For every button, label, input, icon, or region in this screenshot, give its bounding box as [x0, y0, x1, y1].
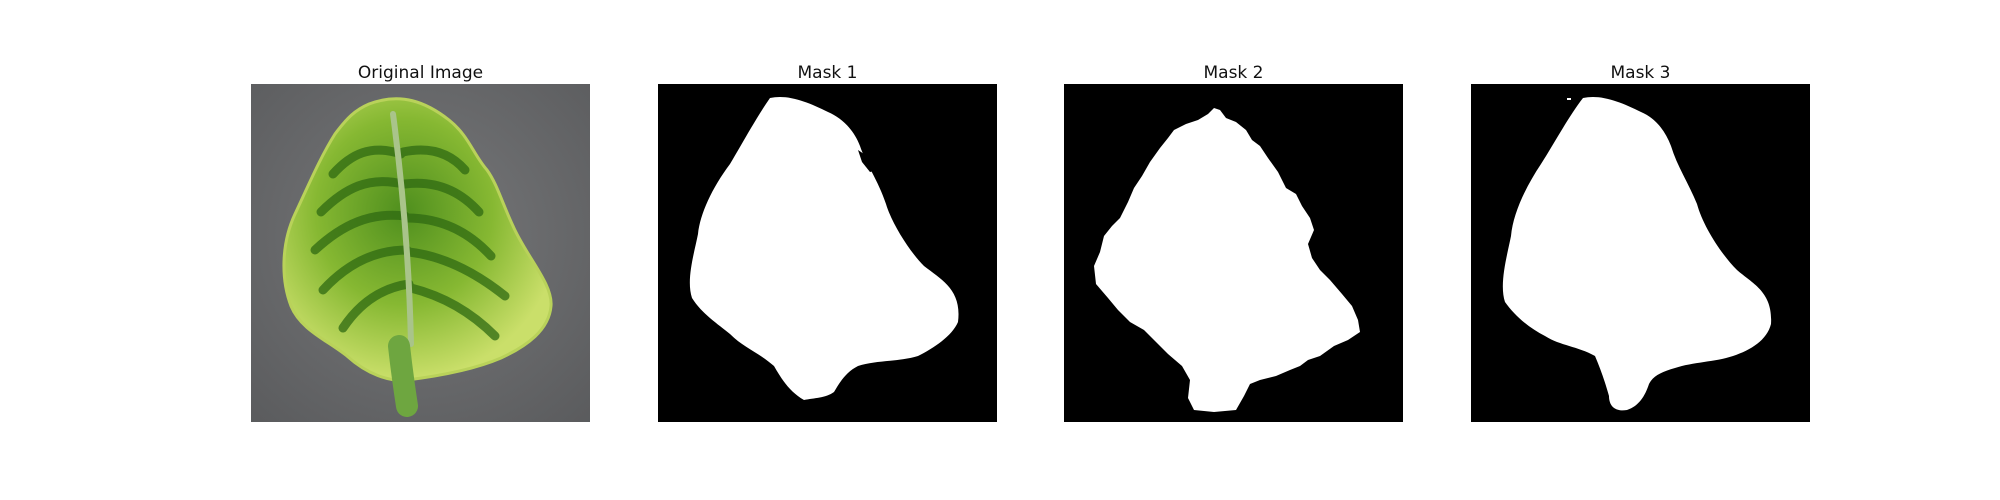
- panel-title-mask-2: Mask 2: [1203, 63, 1264, 83]
- mask-1-shape: [689, 96, 959, 400]
- leaf-veins: [310, 145, 510, 341]
- leaf-stem: [388, 335, 418, 417]
- mask-1-image: [658, 84, 997, 422]
- leaf-midrib: [390, 111, 414, 347]
- panel-title-mask-1: Mask 1: [797, 63, 858, 83]
- mask-1-hole: [858, 150, 878, 172]
- leaf-photo: [251, 84, 590, 422]
- mask-2-image: [1064, 84, 1403, 422]
- panel-mask-2: Mask 2: [1064, 62, 1403, 422]
- mask-3-shape: [1502, 96, 1772, 411]
- panel-title-mask-3: Mask 3: [1610, 63, 1671, 83]
- mask-2-shape: [1094, 108, 1360, 412]
- panel-original-image: Original Image: [251, 62, 590, 422]
- mask-3-speck: [1567, 98, 1571, 100]
- leaf-blade: [282, 97, 553, 382]
- mask-3-image: [1471, 84, 1810, 422]
- panel-title-original: Original Image: [357, 63, 484, 83]
- panel-mask-1: Mask 1: [658, 62, 997, 422]
- panel-mask-3: Mask 3: [1471, 62, 1810, 422]
